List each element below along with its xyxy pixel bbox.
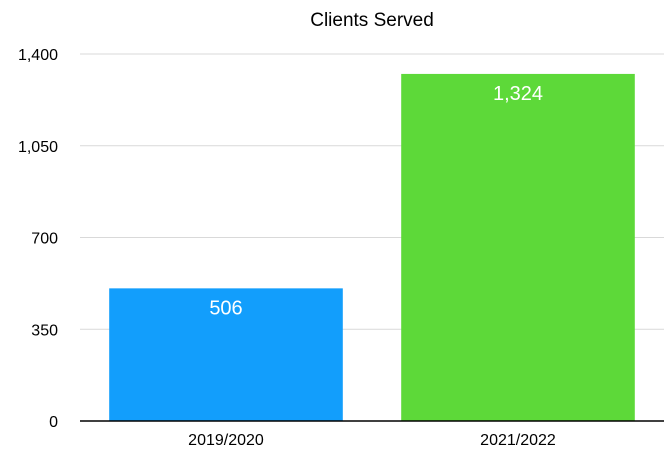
data-labels: 506 1,324 [209,83,543,319]
x-tick-label: 2021/2022 [480,432,556,449]
x-axis-ticks: 2019/2020 2021/2022 [188,432,556,449]
y-tick-label: 700 [31,231,58,248]
y-tick-label: 0 [49,414,58,431]
bars [109,73,635,422]
y-tick-label: 350 [31,322,58,339]
bar-value-label: 506 [209,297,242,319]
chart-title: Clients Served [310,10,434,31]
y-tick-label: 1,400 [18,47,58,64]
bar-value-label: 1,324 [493,83,543,105]
bar [109,288,343,421]
y-tick-label: 1,050 [18,139,58,156]
y-axis-ticks: 0 350 700 1,050 1,400 [18,47,58,431]
bar [401,73,635,422]
x-tick-label: 2019/2020 [188,432,264,449]
